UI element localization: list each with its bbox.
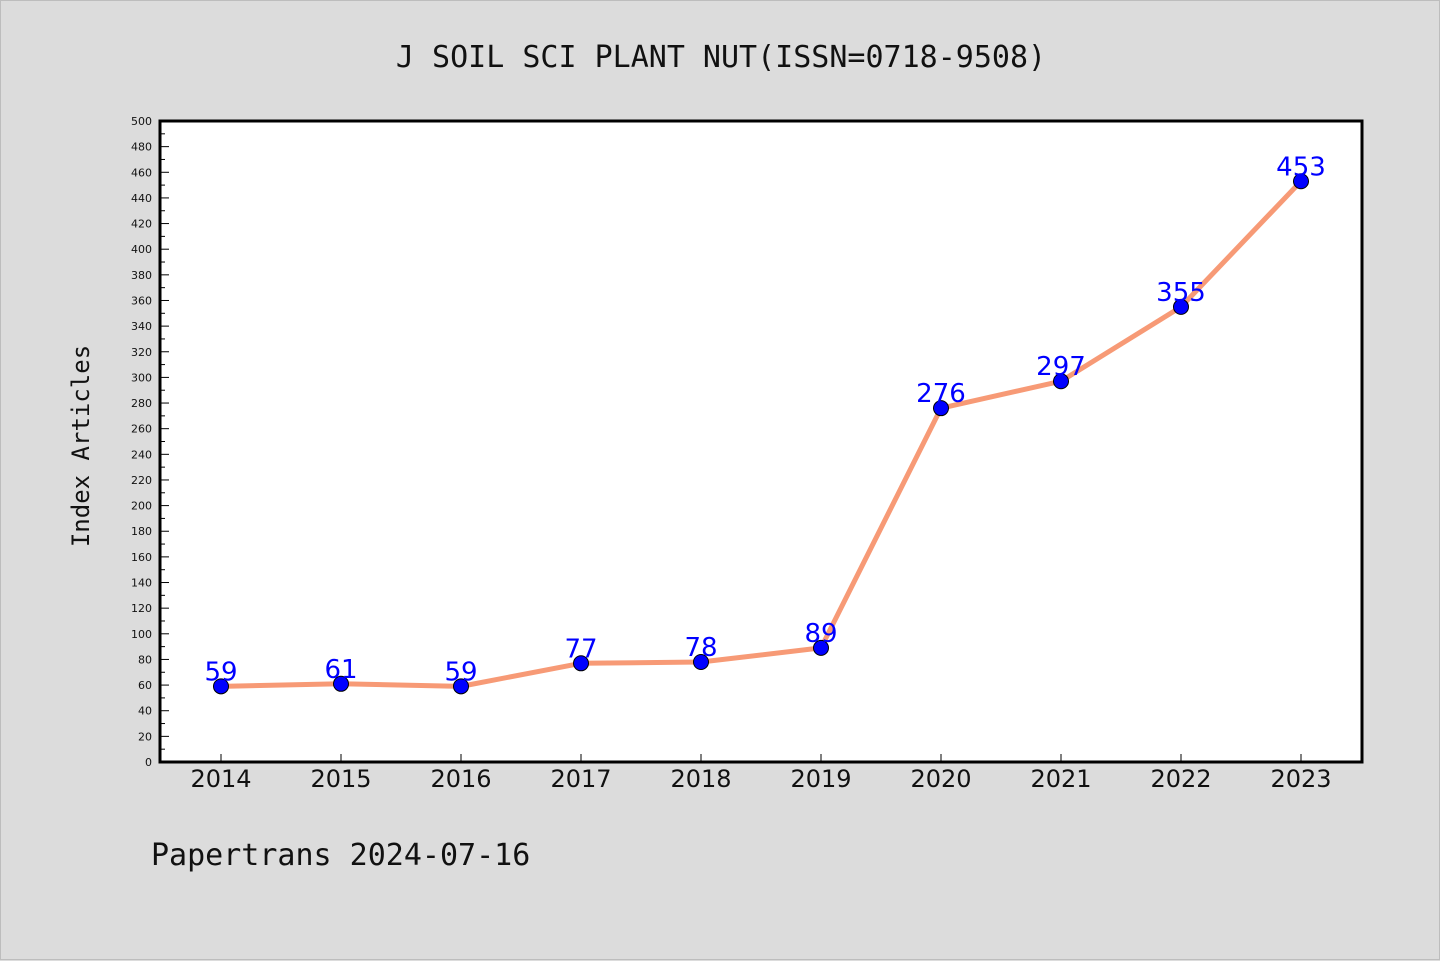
x-tick-label: 2016 xyxy=(430,765,491,793)
y-tick-label: 140 xyxy=(131,577,152,590)
y-tick-label: 340 xyxy=(131,320,152,333)
data-point xyxy=(333,675,349,692)
y-tick-label: 460 xyxy=(131,166,152,179)
chart-title: J SOIL SCI PLANT NUT(ISSN=0718-9508) xyxy=(396,40,1046,75)
data-point xyxy=(453,678,469,695)
data-label: 355 xyxy=(1156,278,1206,308)
y-tick-label: 440 xyxy=(131,192,152,205)
x-tick-label: 2022 xyxy=(1150,765,1211,793)
y-tick-label: 260 xyxy=(131,423,152,436)
y-tick-label: 240 xyxy=(131,448,152,461)
data-point xyxy=(1053,373,1069,390)
y-tick-label: 420 xyxy=(131,218,152,231)
data-label: 89 xyxy=(804,619,837,649)
y-tick-label: 0 xyxy=(145,756,152,769)
data-label: 297 xyxy=(1036,352,1086,382)
data-point xyxy=(213,678,229,695)
x-axis: 2014 2015 2016 2017 2018 2019 2020 2021 2022 2023 xyxy=(190,754,1332,793)
y-tick-label: 60 xyxy=(138,679,152,692)
series-group: 59 61 59 77 78 89 276 297 355 453 xyxy=(204,152,1326,695)
y-tick-label: 220 xyxy=(131,474,152,487)
data-label: 61 xyxy=(324,655,357,685)
x-tick-label: 2019 xyxy=(790,765,851,793)
y-tick-label: 160 xyxy=(131,551,152,564)
y-tick-label: 320 xyxy=(131,346,152,359)
y-tick-label: 180 xyxy=(131,525,152,538)
data-label: 276 xyxy=(916,379,966,409)
y-tick-label: 120 xyxy=(131,602,152,615)
x-tick-label: 2015 xyxy=(310,765,371,793)
x-tick-label: 2023 xyxy=(1270,765,1331,793)
series-line xyxy=(218,178,1304,689)
y-axis-label: Index Articles xyxy=(67,345,95,547)
y-tick-label: 300 xyxy=(131,371,152,384)
data-label: 77 xyxy=(564,634,597,664)
data-label: 59 xyxy=(204,657,237,687)
data-point xyxy=(573,655,589,672)
x-tick-label: 2021 xyxy=(1030,765,1091,793)
y-axis: 0 20 40 60 80 100 120 140 160 180 200 220 240 260 280 3… xyxy=(131,115,169,769)
plot-frame xyxy=(158,119,1364,764)
data-label: 78 xyxy=(684,633,717,663)
y-tick-label: 380 xyxy=(131,269,152,282)
y-tick-label: 480 xyxy=(131,141,152,154)
y-tick-label: 280 xyxy=(131,397,152,410)
data-label: 59 xyxy=(444,657,477,687)
data-point xyxy=(693,654,709,671)
x-tick-label: 2020 xyxy=(910,765,971,793)
x-tick-label: 2014 xyxy=(190,765,251,793)
y-tick-label: 400 xyxy=(131,243,152,256)
data-point xyxy=(813,639,829,656)
x-tick-label: 2017 xyxy=(550,765,611,793)
y-tick-label: 100 xyxy=(131,628,152,641)
y-tick-label: 200 xyxy=(131,500,152,513)
y-tick-label: 40 xyxy=(138,705,152,718)
x-tick-label: 2018 xyxy=(670,765,731,793)
y-tick-label: 80 xyxy=(138,653,152,666)
data-point xyxy=(1173,298,1189,315)
y-tick-label: 20 xyxy=(138,730,152,743)
y-tick-label: 500 xyxy=(131,115,152,128)
y-tick-label: 360 xyxy=(131,294,152,307)
data-point xyxy=(1293,173,1309,190)
footer-text: Papertrans 2024-07-16 xyxy=(151,838,530,873)
data-label: 453 xyxy=(1276,152,1326,182)
data-point xyxy=(933,400,949,417)
